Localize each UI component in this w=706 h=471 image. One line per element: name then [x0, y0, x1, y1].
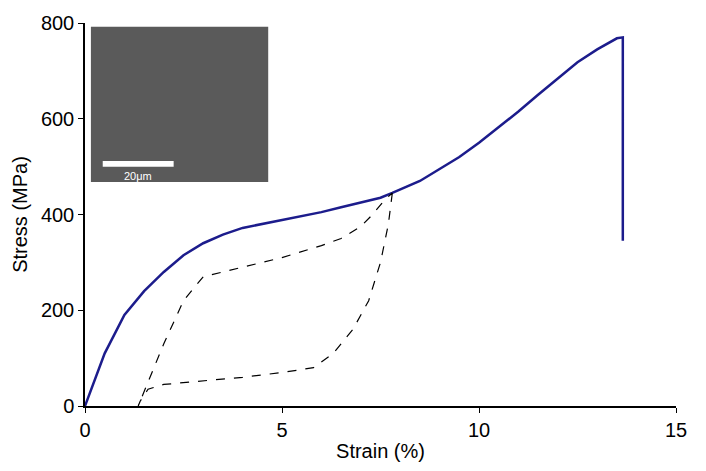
svg-text:Strain (%): Strain (%)	[336, 440, 425, 462]
svg-text:10: 10	[468, 419, 490, 441]
svg-text:200: 200	[41, 299, 74, 321]
svg-text:400: 400	[41, 204, 74, 226]
svg-text:0: 0	[63, 395, 74, 417]
svg-text:20μm: 20μm	[124, 170, 152, 182]
svg-text:0: 0	[79, 419, 90, 441]
svg-text:15: 15	[665, 419, 687, 441]
svg-text:5: 5	[276, 419, 287, 441]
svg-text:600: 600	[41, 108, 74, 130]
svg-text:Stress (MPa): Stress (MPa)	[9, 156, 31, 273]
svg-text:800: 800	[41, 12, 74, 34]
